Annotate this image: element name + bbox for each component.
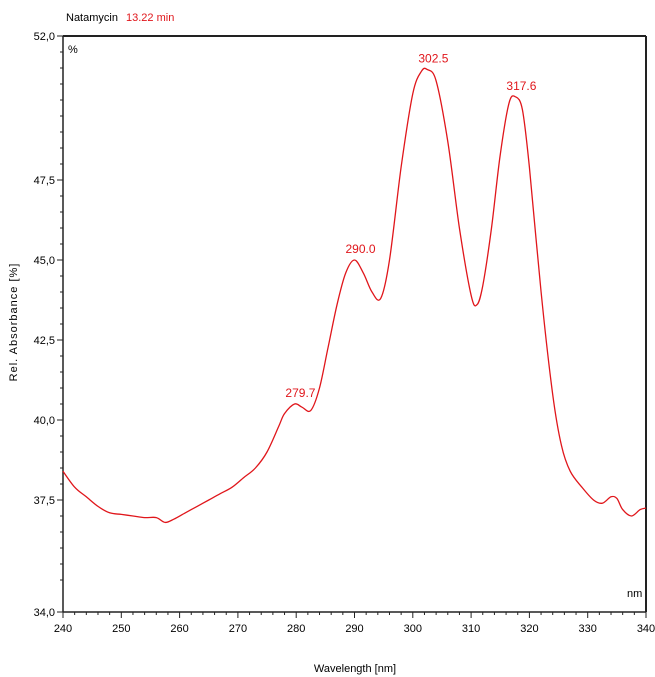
x-tick-label: 270 <box>229 623 247 635</box>
x-tick-label: 340 <box>637 623 655 635</box>
compound-name: Natamycin <box>66 12 118 24</box>
x-tick-label: 260 <box>170 623 188 635</box>
x-ticks: 240 250 260 270 280 290 300 310 320 330 340 <box>54 612 655 635</box>
retention-time: 13.22 min <box>126 12 174 24</box>
x-tick-label: 310 <box>462 623 480 635</box>
y-ticks: 34,0 37,5 40,0 42,5 45,0 47,5 52,0 <box>34 31 63 619</box>
x-axis-title: Wavelength [nm] <box>314 663 396 675</box>
peak-label: 279.7 <box>285 386 315 400</box>
y-tick-label: 52,0 <box>34 31 55 43</box>
peak-label: 302.5 <box>418 52 448 66</box>
y-tick-label: 45,0 <box>34 255 55 267</box>
series-group <box>62 67 647 524</box>
y-tick-label: 47,5 <box>34 175 55 187</box>
x-tick-label: 240 <box>54 623 72 635</box>
x-tick-label: 290 <box>345 623 363 635</box>
y-tick-label: 37,5 <box>34 495 55 507</box>
x-tick-label: 300 <box>404 623 422 635</box>
y-tick-label: 42,5 <box>34 335 55 347</box>
peak-label: 290.0 <box>345 242 375 256</box>
peak-labels: 279.7 290.0 302.5 317.6 <box>285 52 536 400</box>
y-axis-title: Rel. Absorbance [%] <box>8 263 20 382</box>
y-unit-label: % <box>68 44 78 56</box>
x-tick-label: 250 <box>112 623 130 635</box>
x-unit-label: nm <box>627 588 642 600</box>
spectrum-line <box>62 67 647 524</box>
peak-label: 317.6 <box>506 79 536 93</box>
x-tick-label: 280 <box>287 623 305 635</box>
x-tick-label: 320 <box>520 623 538 635</box>
y-tick-label: 40,0 <box>34 415 55 427</box>
x-tick-label: 330 <box>579 623 597 635</box>
y-tick-label: 34,0 <box>34 607 55 619</box>
